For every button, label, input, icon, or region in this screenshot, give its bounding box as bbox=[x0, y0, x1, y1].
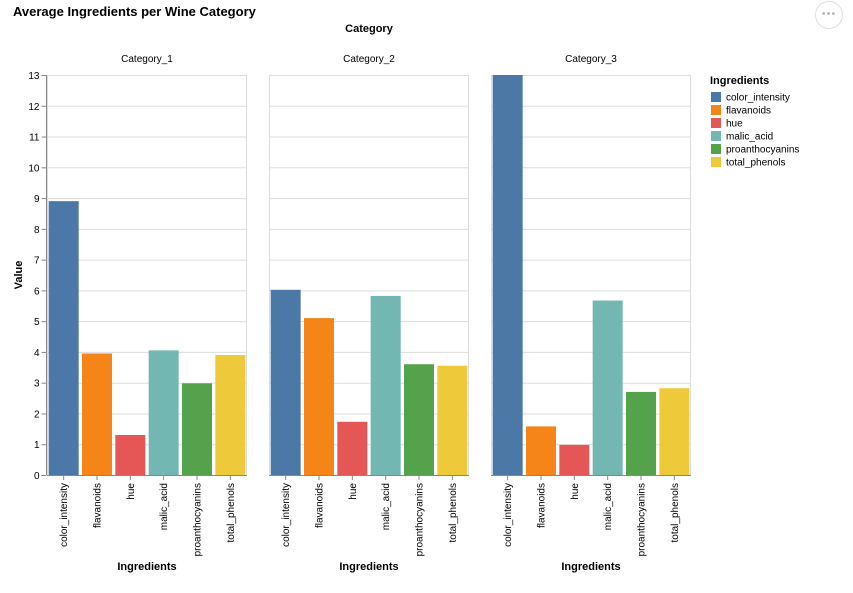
bar-color-intensity bbox=[48, 201, 79, 475]
legend-swatch bbox=[711, 144, 721, 154]
x-tick-label: malic_acid bbox=[159, 483, 170, 530]
facet-header-title: Category bbox=[345, 23, 394, 35]
x-tick-label: flavanoids bbox=[93, 483, 104, 528]
x-tick-label: color_intensity bbox=[503, 483, 514, 547]
bar-malic-acid bbox=[370, 295, 401, 475]
x-tick-label: hue bbox=[348, 483, 359, 500]
legend-title: Ingredients bbox=[710, 75, 769, 87]
x-tick-label: total_phenols bbox=[226, 483, 237, 543]
bar-total-phenols bbox=[437, 365, 468, 475]
x-tick-label: hue bbox=[126, 483, 137, 500]
x-tick-label: proanthocyanins bbox=[637, 483, 648, 556]
legend-label: hue bbox=[726, 119, 743, 130]
bar-proanthocyanins bbox=[626, 391, 656, 475]
y-tick-label: 9 bbox=[34, 194, 40, 205]
x-tick-label: malic_acid bbox=[381, 483, 392, 530]
legend-swatch bbox=[711, 118, 721, 128]
x-tick-label: color_intensity bbox=[281, 483, 292, 547]
x-axis-title: Ingredients bbox=[561, 561, 620, 573]
bar-hue bbox=[115, 435, 146, 475]
x-tick-label: malic_acid bbox=[603, 483, 614, 530]
bar-malic-acid bbox=[592, 300, 623, 475]
y-tick-label: 2 bbox=[34, 409, 40, 420]
panel-header-category-2: Category_2 bbox=[343, 54, 395, 65]
x-tick-label: flavanoids bbox=[315, 483, 326, 528]
x-tick-label: hue bbox=[570, 483, 581, 500]
bar-color-intensity bbox=[270, 289, 301, 475]
bar-total-phenols bbox=[659, 388, 690, 475]
x-tick-label: proanthocyanins bbox=[193, 483, 204, 556]
y-tick-label: 6 bbox=[34, 286, 40, 297]
legend-swatch bbox=[711, 92, 721, 102]
y-tick-label: 3 bbox=[34, 379, 40, 390]
legend-swatch bbox=[711, 131, 721, 141]
bar-proanthocyanins bbox=[182, 383, 212, 475]
y-tick-label: 0 bbox=[34, 471, 40, 482]
bar-malic-acid bbox=[148, 350, 179, 475]
x-tick-label: color_intensity bbox=[59, 483, 70, 547]
bar-flavanoids bbox=[526, 426, 556, 475]
x-tick-label: total_phenols bbox=[448, 483, 459, 543]
legend-label: total_phenols bbox=[726, 158, 786, 169]
x-tick-label: proanthocyanins bbox=[415, 483, 426, 556]
y-tick-label: 11 bbox=[29, 133, 40, 144]
bar-flavanoids bbox=[304, 318, 334, 475]
legend-label: proanthocyanins bbox=[726, 145, 799, 156]
y-axis-title: Value bbox=[13, 261, 25, 290]
x-axis-title: Ingredients bbox=[339, 561, 398, 573]
panel-header-category-3: Category_3 bbox=[565, 54, 617, 65]
x-tick-label: total_phenols bbox=[670, 483, 681, 543]
bar-total-phenols bbox=[215, 355, 246, 475]
y-tick-label: 13 bbox=[28, 71, 40, 82]
y-tick-label: 12 bbox=[28, 102, 40, 113]
panel-header-category-1: Category_1 bbox=[121, 54, 173, 65]
bar-hue bbox=[337, 421, 368, 475]
y-tick-label: 8 bbox=[34, 225, 40, 236]
legend-swatch bbox=[711, 105, 721, 115]
y-tick-label: 5 bbox=[34, 317, 40, 328]
y-tick-label: 10 bbox=[28, 163, 40, 174]
legend-label: color_intensity bbox=[726, 93, 790, 104]
legend-swatch bbox=[711, 157, 721, 167]
x-axis-title: Ingredients bbox=[117, 561, 176, 573]
bar-color-intensity bbox=[492, 75, 523, 475]
y-tick-label: 4 bbox=[34, 348, 40, 359]
y-tick-label: 1 bbox=[34, 440, 40, 451]
x-tick-label: flavanoids bbox=[537, 483, 548, 528]
bar-flavanoids bbox=[82, 353, 112, 475]
chart-title: Average Ingredients per Wine Category bbox=[13, 4, 257, 19]
legend-label: flavanoids bbox=[726, 106, 771, 117]
bar-hue bbox=[559, 444, 590, 475]
y-tick-label: 7 bbox=[34, 256, 40, 267]
actions-menu-button[interactable]: ••• bbox=[815, 1, 843, 29]
more-icon: ••• bbox=[821, 7, 837, 20]
bar-proanthocyanins bbox=[404, 364, 434, 475]
legend-label: malic_acid bbox=[726, 132, 773, 143]
